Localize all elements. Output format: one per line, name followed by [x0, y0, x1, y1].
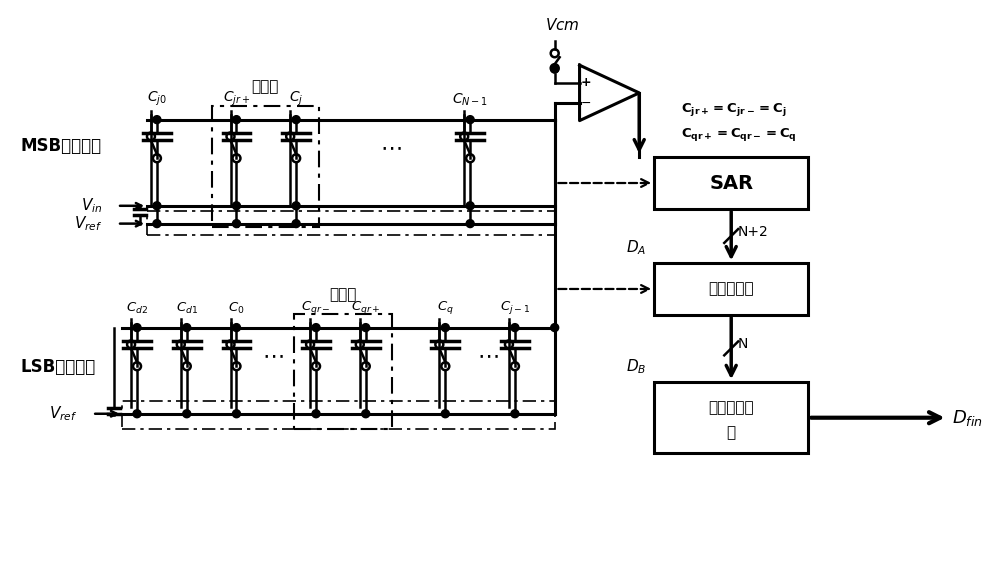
Circle shape: [312, 410, 320, 418]
Circle shape: [232, 116, 240, 124]
Circle shape: [292, 219, 300, 227]
Circle shape: [466, 202, 474, 210]
Text: $\cdots$: $\cdots$: [380, 138, 401, 158]
Circle shape: [232, 410, 240, 418]
Text: $V_{in}$: $V_{in}$: [81, 197, 102, 215]
Text: $C_{j-1}$: $C_{j-1}$: [500, 299, 530, 316]
Text: $\mathit{D_{fin}}$: $\mathit{D_{fin}}$: [952, 408, 983, 427]
Text: 准: 准: [727, 425, 736, 440]
Text: $\mathit{Vcm}$: $\mathit{Vcm}$: [545, 18, 580, 33]
Circle shape: [292, 116, 300, 124]
Circle shape: [133, 410, 141, 418]
Text: $\mathit{D_A}$: $\mathit{D_A}$: [626, 238, 646, 257]
Text: $\mathit{D_B}$: $\mathit{D_B}$: [626, 358, 646, 376]
Text: 电容失调校: 电容失调校: [708, 401, 754, 415]
Circle shape: [362, 410, 370, 418]
Circle shape: [183, 410, 191, 418]
Bar: [147, 211, 555, 236]
Text: $C_{qr+}$: $C_{qr+}$: [351, 299, 381, 316]
Circle shape: [232, 202, 240, 210]
Circle shape: [183, 324, 191, 332]
Text: 冗余位: 冗余位: [329, 287, 357, 302]
Circle shape: [153, 202, 161, 210]
Bar: [654, 263, 808, 315]
Text: $-$: $-$: [580, 96, 591, 109]
Text: $\cdots$: $\cdots$: [477, 346, 499, 366]
Circle shape: [153, 116, 161, 124]
Bar: [294, 314, 392, 429]
Text: $V_{ref}$: $V_{ref}$: [74, 214, 102, 233]
Circle shape: [232, 324, 240, 332]
Text: SAR: SAR: [709, 174, 753, 193]
Circle shape: [551, 65, 559, 73]
Circle shape: [153, 219, 161, 227]
Text: $C_j$: $C_j$: [289, 89, 303, 108]
Text: 冗余位: 冗余位: [252, 79, 279, 94]
Bar: [212, 106, 319, 226]
Text: $C_{jr+}$: $C_{jr+}$: [223, 89, 250, 108]
Bar: [122, 401, 555, 429]
Text: $C_{j0}$: $C_{j0}$: [147, 89, 167, 108]
Circle shape: [312, 324, 320, 332]
Circle shape: [292, 202, 300, 210]
Text: $C_{d1}$: $C_{d1}$: [176, 301, 198, 316]
Text: $C_{qr-}$: $C_{qr-}$: [301, 299, 331, 316]
Text: N+2: N+2: [737, 225, 768, 239]
Text: $C_q$: $C_q$: [437, 299, 454, 316]
Text: $C_{d2}$: $C_{d2}$: [126, 301, 148, 316]
Bar: [654, 382, 808, 453]
Text: N: N: [737, 337, 748, 351]
Text: $C_0$: $C_0$: [228, 301, 245, 316]
Circle shape: [362, 324, 370, 332]
Text: 冗余位处理: 冗余位处理: [708, 281, 754, 296]
Circle shape: [133, 324, 141, 332]
Text: $\mathbf{C_{qr+} = C_{qr-} = C_q}$: $\mathbf{C_{qr+} = C_{qr-} = C_q}$: [681, 126, 797, 143]
Circle shape: [511, 324, 519, 332]
Circle shape: [551, 324, 559, 332]
Text: $\cdots$: $\cdots$: [262, 346, 284, 366]
Text: $C_{N-1}$: $C_{N-1}$: [452, 91, 488, 108]
Circle shape: [441, 324, 449, 332]
Circle shape: [441, 410, 449, 418]
Bar: [654, 157, 808, 209]
Text: $\mathbf{C_{jr+} = C_{jr-} = C_j}$: $\mathbf{C_{jr+} = C_{jr-} = C_j}$: [681, 101, 786, 118]
Text: $V_{ref}$: $V_{ref}$: [49, 405, 77, 423]
Circle shape: [466, 219, 474, 227]
Text: MSB段电容：: MSB段电容：: [21, 138, 102, 155]
Circle shape: [466, 116, 474, 124]
Text: +: +: [580, 76, 591, 89]
Text: LSB段电容：: LSB段电容：: [21, 358, 96, 376]
Circle shape: [511, 410, 519, 418]
Circle shape: [232, 219, 240, 227]
